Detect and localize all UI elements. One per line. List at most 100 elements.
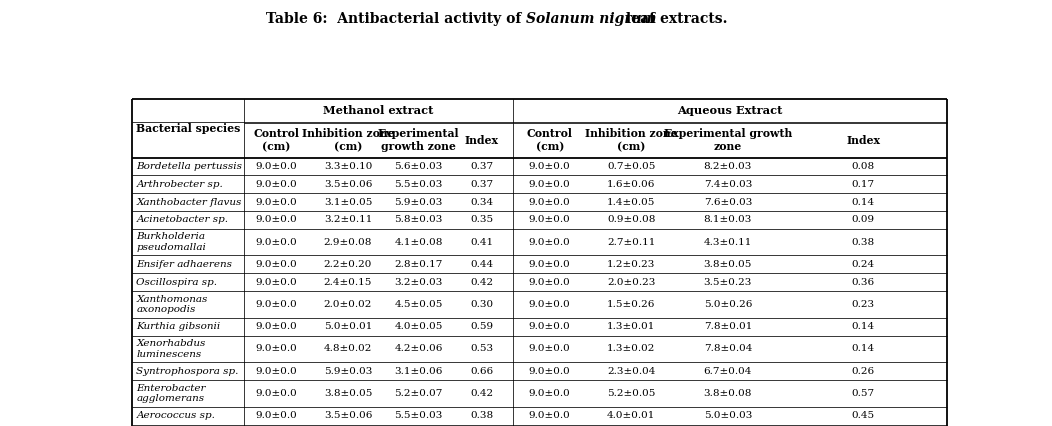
Text: 3.1±0.06: 3.1±0.06 [394,367,443,376]
Text: 0.42: 0.42 [470,389,493,398]
Text: 4.1±0.08: 4.1±0.08 [394,238,443,247]
Text: 5.6±0.03: 5.6±0.03 [394,162,443,171]
Text: 2.9±0.08: 2.9±0.08 [324,238,372,247]
Text: 0.66: 0.66 [470,367,493,376]
Text: 0.34: 0.34 [470,198,493,207]
Text: 1.4±0.05: 1.4±0.05 [607,198,655,207]
Text: Index: Index [465,135,499,146]
Text: 0.23: 0.23 [852,300,875,309]
Text: 5.9±0.03: 5.9±0.03 [394,198,443,207]
Text: 3.8±0.08: 3.8±0.08 [704,389,752,398]
Text: 0.26: 0.26 [852,367,875,376]
Text: 0.45: 0.45 [852,412,875,420]
Text: 9.0±0.0: 9.0±0.0 [529,412,570,420]
Text: 0.44: 0.44 [470,260,493,269]
Text: 0.14: 0.14 [852,198,875,207]
Text: 1.5±0.26: 1.5±0.26 [607,300,655,309]
Text: 9.0±0.0: 9.0±0.0 [256,215,298,224]
Text: Xanthobacter flavus: Xanthobacter flavus [137,198,242,207]
Text: Burkholderia
pseudomallai: Burkholderia pseudomallai [137,232,206,252]
Text: 9.0±0.0: 9.0±0.0 [529,389,570,398]
Text: 1.2±0.23: 1.2±0.23 [607,260,655,269]
Text: Xanthomonas
axonopodis: Xanthomonas axonopodis [137,295,207,314]
Text: 5.5±0.03: 5.5±0.03 [394,180,443,189]
Text: 9.0±0.0: 9.0±0.0 [256,238,298,247]
Text: Arthrobecter sp.: Arthrobecter sp. [137,180,223,189]
Text: Xenorhabdus
luminescens: Xenorhabdus luminescens [137,339,206,359]
Text: leaf extracts.: leaf extracts. [621,12,727,26]
Text: 0.30: 0.30 [470,300,493,309]
Text: 3.5±0.06: 3.5±0.06 [324,180,372,189]
Text: 2.0±0.02: 2.0±0.02 [324,300,372,309]
Text: 3.2±0.11: 3.2±0.11 [324,215,372,224]
Text: 9.0±0.0: 9.0±0.0 [256,389,298,398]
Text: 7.8±0.04: 7.8±0.04 [704,345,752,354]
Text: Table 6:  Antibacterial activity of: Table 6: Antibacterial activity of [266,12,526,26]
Text: 4.5±0.05: 4.5±0.05 [394,300,443,309]
Text: 0.08: 0.08 [852,162,875,171]
Text: Acinetobacter sp.: Acinetobacter sp. [137,215,228,224]
Text: 0.36: 0.36 [852,278,875,287]
Text: 9.0±0.0: 9.0±0.0 [256,180,298,189]
Text: Inhibition zone
(cm): Inhibition zone (cm) [585,128,677,152]
Text: Enterobacter
agglomerans: Enterobacter agglomerans [137,384,206,403]
Text: 2.8±0.17: 2.8±0.17 [394,260,443,269]
Text: 3.2±0.03: 3.2±0.03 [394,278,443,287]
Text: 9.0±0.0: 9.0±0.0 [529,278,570,287]
Text: 9.0±0.0: 9.0±0.0 [256,300,298,309]
Text: 1.6±0.06: 1.6±0.06 [607,180,655,189]
Text: 9.0±0.0: 9.0±0.0 [529,180,570,189]
Text: 5.0±0.26: 5.0±0.26 [704,300,752,309]
Text: 5.8±0.03: 5.8±0.03 [394,215,443,224]
Text: 8.2±0.03: 8.2±0.03 [704,162,752,171]
Text: 0.59: 0.59 [470,322,493,331]
Text: 4.0±0.05: 4.0±0.05 [394,322,443,331]
Text: 6.7±0.04: 6.7±0.04 [704,367,752,376]
Text: 9.0±0.0: 9.0±0.0 [529,300,570,309]
Text: 7.4±0.03: 7.4±0.03 [704,180,752,189]
Text: 9.0±0.0: 9.0±0.0 [529,260,570,269]
Text: 3.3±0.10: 3.3±0.10 [324,162,372,171]
Text: 9.0±0.0: 9.0±0.0 [256,412,298,420]
Text: 0.41: 0.41 [470,238,493,247]
Text: 9.0±0.0: 9.0±0.0 [529,345,570,354]
Text: Solanum nigrum: Solanum nigrum [526,12,656,26]
Text: 3.1±0.05: 3.1±0.05 [324,198,372,207]
Text: Aerococcus sp.: Aerococcus sp. [137,412,216,420]
Text: Ensifer adhaerens: Ensifer adhaerens [137,260,232,269]
Text: 5.2±0.07: 5.2±0.07 [394,389,443,398]
Text: 9.0±0.0: 9.0±0.0 [529,198,570,207]
Text: Oscillospira sp.: Oscillospira sp. [137,278,218,287]
Text: 2.2±0.20: 2.2±0.20 [324,260,372,269]
Text: 5.0±0.01: 5.0±0.01 [324,322,372,331]
Text: Inhibition zone
(cm): Inhibition zone (cm) [302,128,394,152]
Text: 1.3±0.02: 1.3±0.02 [607,345,655,354]
Text: 0.7±0.05: 0.7±0.05 [607,162,655,171]
Text: 9.0±0.0: 9.0±0.0 [529,238,570,247]
Text: 9.0±0.0: 9.0±0.0 [256,260,298,269]
Text: 3.8±0.05: 3.8±0.05 [704,260,752,269]
Text: 0.14: 0.14 [852,345,875,354]
Text: 9.0±0.0: 9.0±0.0 [529,322,570,331]
Text: 9.0±0.0: 9.0±0.0 [256,162,298,171]
Text: 0.37: 0.37 [470,162,493,171]
Text: 9.0±0.0: 9.0±0.0 [256,345,298,354]
Text: 5.5±0.03: 5.5±0.03 [394,412,443,420]
Text: 0.17: 0.17 [852,180,875,189]
Text: 3.5±0.23: 3.5±0.23 [704,278,752,287]
Text: Syntrophospora sp.: Syntrophospora sp. [137,367,239,376]
Text: 9.0±0.0: 9.0±0.0 [256,367,298,376]
Text: 9.0±0.0: 9.0±0.0 [529,215,570,224]
Text: 7.6±0.03: 7.6±0.03 [704,198,752,207]
Text: 7.8±0.01: 7.8±0.01 [704,322,752,331]
Text: Control
(cm): Control (cm) [527,128,572,152]
Text: Index: Index [846,135,881,146]
Text: 9.0±0.0: 9.0±0.0 [256,198,298,207]
Text: 0.24: 0.24 [852,260,875,269]
Text: 4.3±0.11: 4.3±0.11 [704,238,752,247]
Text: 2.0±0.23: 2.0±0.23 [607,278,655,287]
Text: Kurthia gibsonii: Kurthia gibsonii [137,322,221,331]
Text: 2.7±0.11: 2.7±0.11 [607,238,655,247]
Text: 5.0±0.03: 5.0±0.03 [704,412,752,420]
Text: Aqueous Extract: Aqueous Extract [677,105,783,116]
